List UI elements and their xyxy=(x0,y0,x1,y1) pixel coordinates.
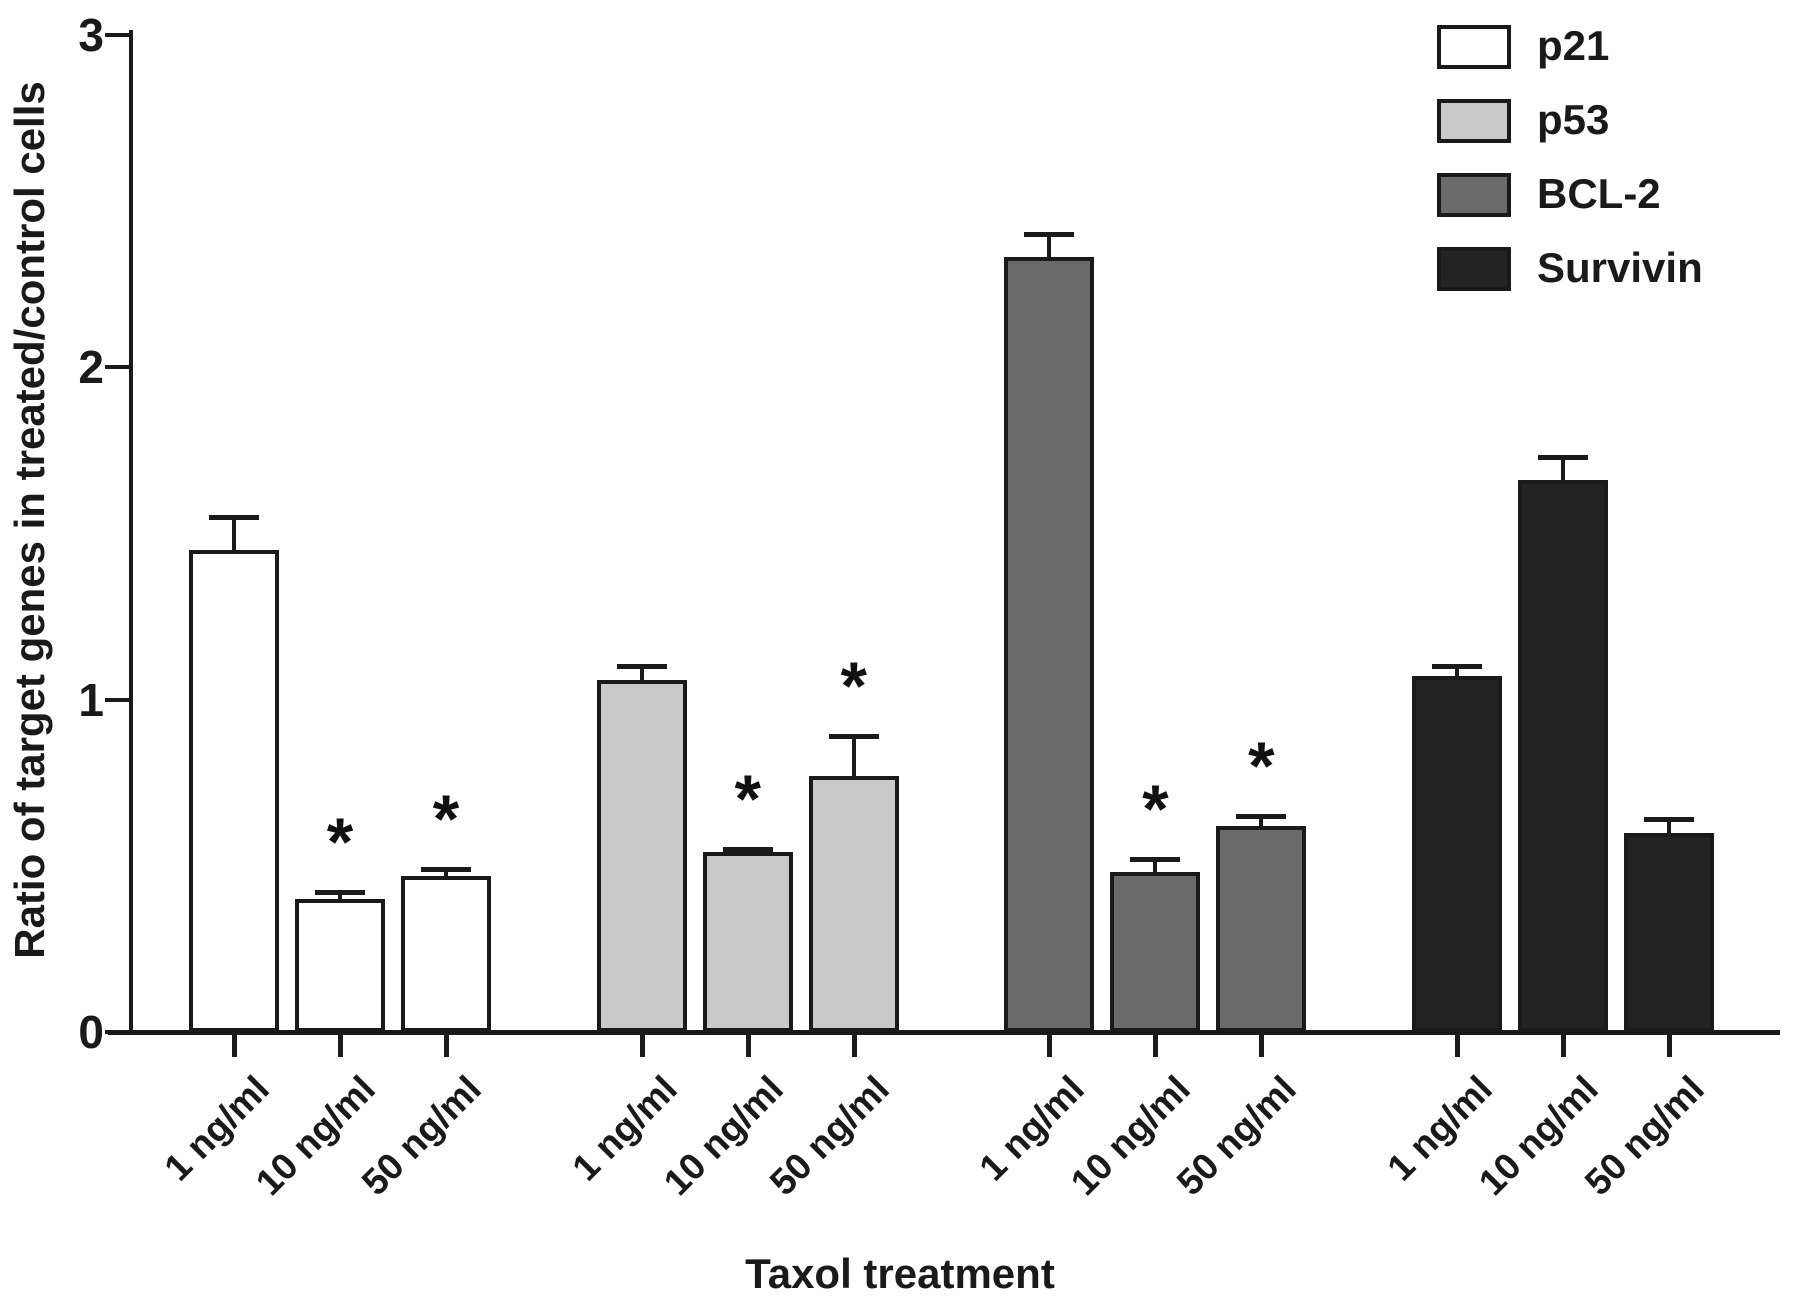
significance-asterisk: * xyxy=(1142,771,1169,848)
error-bar-stem xyxy=(1047,234,1052,270)
x-axis-tick xyxy=(639,1035,645,1057)
error-bar-stem xyxy=(851,736,856,788)
bar-Survivin-50 ng/ml xyxy=(1624,832,1715,1032)
bar-p21-50 ng/ml xyxy=(401,875,491,1032)
error-bar-stem xyxy=(1561,456,1566,493)
x-axis-tick xyxy=(1259,1035,1265,1057)
bar-p21-1 ng/ml xyxy=(189,549,279,1032)
legend-swatch-p53 xyxy=(1437,99,1511,143)
bar-BCL-2-1 ng/ml xyxy=(1004,257,1095,1032)
error-bar-stem xyxy=(1153,859,1158,885)
bar-p53-1 ng/ml xyxy=(596,679,687,1032)
bar-BCL-2-50 ng/ml xyxy=(1216,825,1307,1032)
x-axis-tick xyxy=(1667,1035,1673,1057)
x-axis-title: Taxol treatment xyxy=(745,1250,1055,1297)
error-bar-cap xyxy=(1538,454,1589,460)
significance-asterisk: * xyxy=(734,761,761,838)
significance-asterisk: * xyxy=(1248,727,1275,804)
x-axis-tick xyxy=(1047,1035,1053,1057)
x-axis-tick xyxy=(851,1035,857,1057)
significance-asterisk: * xyxy=(432,781,460,858)
error-bar-cap xyxy=(421,867,471,873)
y-axis-title: Ratio of target genes in treated/control… xyxy=(6,81,53,959)
y-axis-tick xyxy=(105,365,129,369)
legend-label-Survivin: Survivin xyxy=(1537,244,1703,291)
x-axis-tick xyxy=(444,1035,449,1057)
x-axis-tick xyxy=(1153,1035,1159,1057)
bar-p53-10 ng/ml xyxy=(702,852,793,1032)
error-bar-cap xyxy=(1432,664,1483,670)
x-axis-tick xyxy=(232,1035,237,1057)
y-tick-label: 3 xyxy=(78,8,104,61)
bar-Survivin-1 ng/ml xyxy=(1412,676,1503,1032)
bar-p53-50 ng/ml xyxy=(808,775,899,1032)
legend-label-p53: p53 xyxy=(1537,96,1610,143)
error-bar-cap xyxy=(315,890,365,896)
error-bar-stem xyxy=(639,666,644,692)
x-axis-tick xyxy=(1455,1035,1461,1057)
error-bar-cap xyxy=(828,734,879,740)
error-bar-cap xyxy=(722,847,773,853)
bar-Survivin-10 ng/ml xyxy=(1518,480,1609,1032)
error-bar-cap xyxy=(1024,232,1075,237)
significance-asterisk: * xyxy=(840,648,867,725)
legend-label-BCL-2: BCL-2 xyxy=(1537,170,1661,217)
error-bar-cap xyxy=(1236,813,1287,819)
y-axis-tick xyxy=(105,1030,129,1034)
legend-label-p21: p21 xyxy=(1537,22,1610,69)
error-bar-cap xyxy=(209,514,259,520)
legend-swatch-p21 xyxy=(1437,25,1511,69)
error-bar-stem xyxy=(1667,819,1672,845)
error-bar-stem xyxy=(232,516,236,562)
y-axis-line xyxy=(129,30,133,1035)
y-axis-tick xyxy=(105,32,129,37)
bar-BCL-2-10 ng/ml xyxy=(1110,872,1201,1032)
bar-p21-10 ng/ml xyxy=(295,899,385,1032)
error-bar-cap xyxy=(1130,857,1181,863)
y-axis-tick xyxy=(105,697,129,702)
error-bar-cap xyxy=(616,664,667,670)
significance-asterisk: * xyxy=(326,804,354,881)
x-axis-line xyxy=(108,1030,1780,1035)
x-axis-tick xyxy=(338,1035,343,1057)
legend-swatch-BCL-2 xyxy=(1437,173,1511,217)
y-tick-label: 2 xyxy=(78,341,104,393)
x-axis-tick xyxy=(745,1035,751,1057)
y-tick-label: 1 xyxy=(78,673,104,726)
y-tick-label: 0 xyxy=(78,1006,104,1058)
legend-swatch-Survivin xyxy=(1437,247,1511,291)
error-bar-cap xyxy=(1644,817,1695,823)
x-axis-tick xyxy=(1561,1035,1567,1057)
